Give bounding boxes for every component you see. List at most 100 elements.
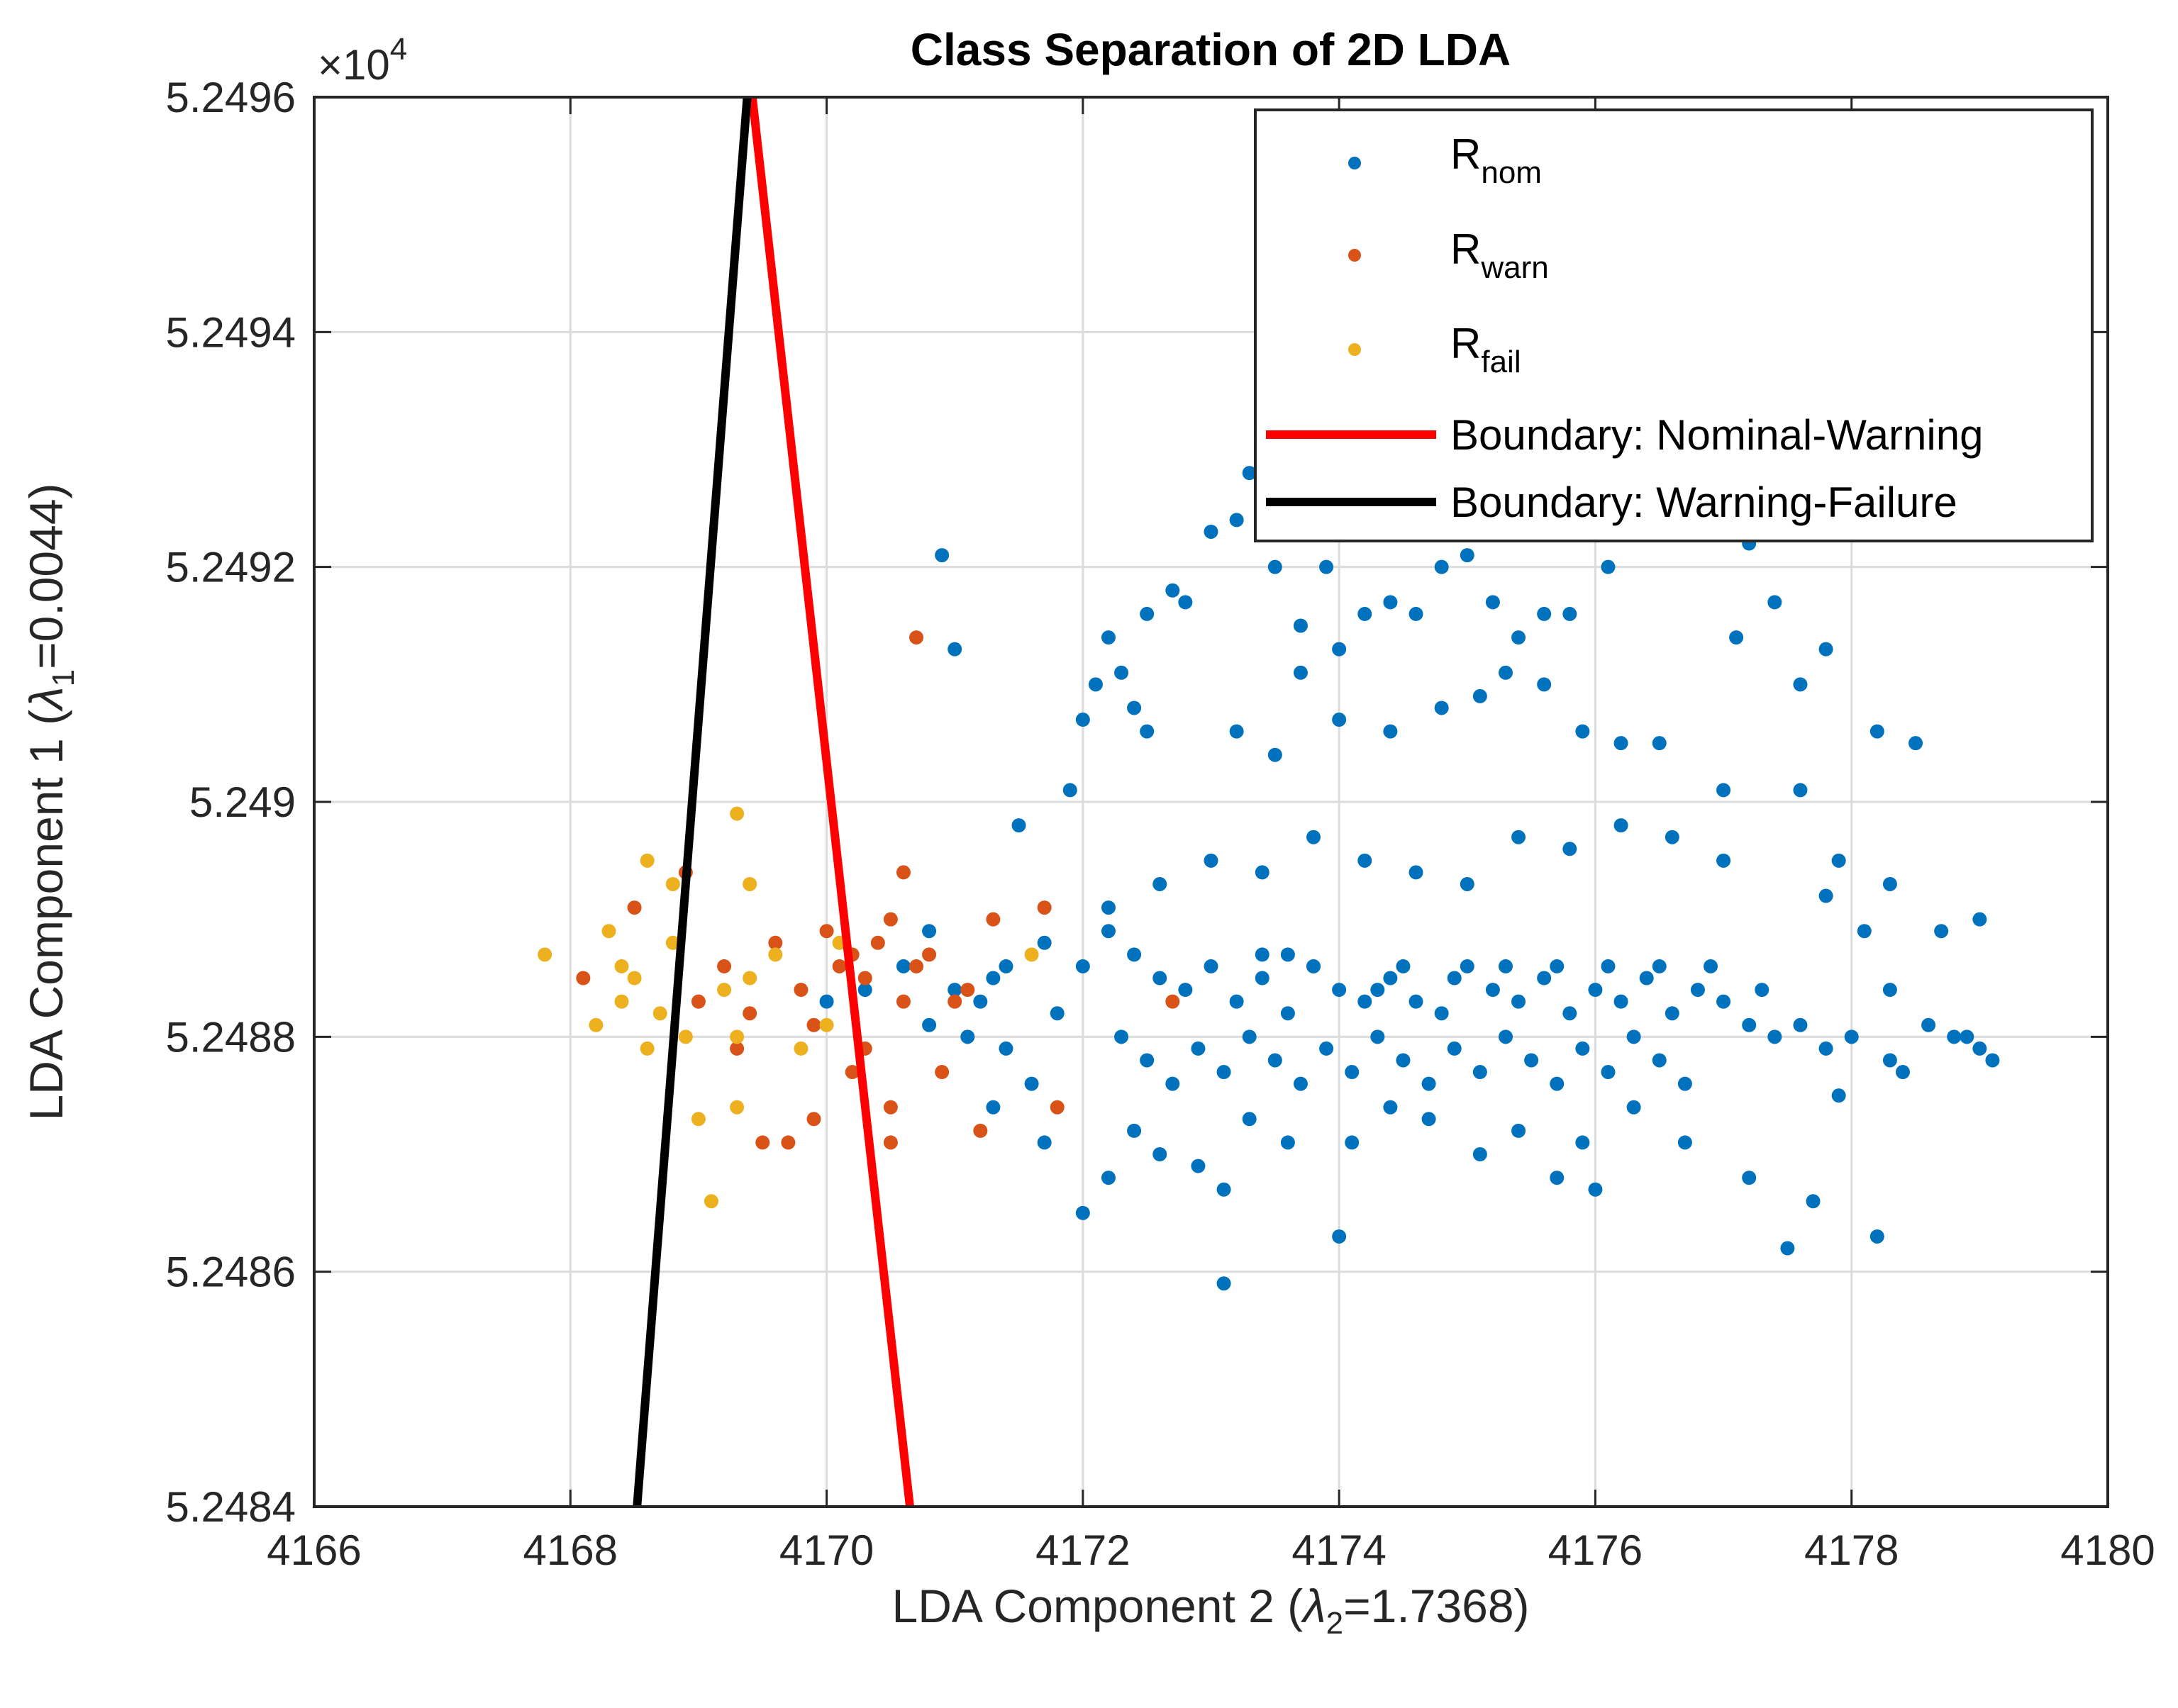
- point-warn: [883, 912, 898, 927]
- point-nom: [1613, 818, 1628, 833]
- point-nom: [1550, 1076, 1565, 1091]
- point-nom: [1345, 1065, 1360, 1080]
- legend-marker-nominal: [1348, 157, 1361, 169]
- point-nom: [1216, 1065, 1231, 1080]
- point-fail: [614, 959, 629, 973]
- point-fail: [640, 853, 655, 868]
- point-nom: [1537, 971, 1552, 986]
- point-nom: [1332, 1229, 1347, 1244]
- point-nom: [896, 959, 911, 973]
- line-boundary-nw: [748, 96, 914, 1507]
- point-fail: [730, 1029, 745, 1044]
- point-nom: [1550, 959, 1565, 973]
- point-nom: [1229, 994, 1244, 1009]
- point-nom: [1704, 959, 1718, 973]
- line-boundary-wf: [633, 96, 752, 1507]
- point-nom: [1460, 959, 1474, 973]
- point-warn: [832, 959, 847, 973]
- point-nom: [1575, 724, 1590, 739]
- point-nom: [1677, 1135, 1692, 1150]
- point-nom: [1204, 524, 1218, 539]
- point-nom: [1421, 1112, 1436, 1127]
- point-fail: [665, 876, 680, 891]
- point-nom: [1396, 1053, 1411, 1068]
- point-nom: [1972, 912, 1987, 927]
- point-warn: [896, 994, 911, 1009]
- point-nom: [960, 1029, 975, 1044]
- point-nom: [1472, 1065, 1487, 1080]
- x-tick-label: 4170: [779, 1526, 874, 1574]
- point-nom: [1639, 971, 1654, 986]
- point-nom: [1434, 1006, 1449, 1021]
- point-nom: [922, 924, 937, 939]
- point-nom: [1178, 983, 1193, 998]
- x-tick-label: 4176: [1548, 1526, 1643, 1574]
- point-warn: [935, 1065, 950, 1080]
- point-nom: [1537, 606, 1552, 621]
- y-multiplier-exp: 4: [390, 32, 407, 67]
- point-nom: [935, 548, 950, 563]
- point-fail: [743, 971, 757, 986]
- point-nom: [1267, 747, 1282, 762]
- point-nom: [1267, 559, 1282, 574]
- point-nom: [1575, 1135, 1590, 1150]
- point-nom: [1934, 924, 1949, 939]
- point-nom: [1216, 1182, 1231, 1197]
- point-warn: [870, 935, 885, 950]
- point-nom: [1140, 724, 1155, 739]
- point-nom: [1472, 688, 1487, 703]
- point-warn: [806, 1112, 821, 1127]
- point-nom: [1062, 783, 1077, 798]
- point-nom: [1229, 724, 1244, 739]
- point-nom: [1882, 983, 1897, 998]
- y-tick-label: 5.249: [189, 778, 296, 826]
- point-nom: [1255, 947, 1269, 962]
- point-nom: [1985, 1053, 2000, 1068]
- point-nom: [1255, 971, 1269, 986]
- point-nom: [1972, 1041, 1987, 1056]
- point-fail: [678, 1029, 693, 1044]
- point-nom: [1255, 865, 1269, 880]
- point-warn: [883, 1135, 898, 1150]
- point-fail: [691, 1112, 706, 1127]
- point-nom: [1460, 876, 1474, 891]
- point-nom: [1562, 1006, 1577, 1021]
- point-nom: [1806, 1194, 1821, 1209]
- point-nom: [1332, 713, 1347, 727]
- point-nom: [1101, 630, 1116, 645]
- legend-label-nominal: Rnom: [1450, 130, 1542, 190]
- point-nom: [1882, 876, 1897, 891]
- point-fail: [601, 924, 616, 939]
- point-fail: [819, 1017, 834, 1032]
- y-tick-label: 5.2484: [165, 1483, 296, 1531]
- point-nom: [1613, 736, 1628, 751]
- point-nom: [1280, 947, 1295, 962]
- point-nom: [1370, 983, 1385, 998]
- point-nom: [1716, 783, 1731, 798]
- point-nom: [1882, 1053, 1897, 1068]
- point-nom: [1626, 1100, 1641, 1115]
- legend-label-failure: Rfail: [1450, 320, 1521, 379]
- point-nom: [1332, 983, 1347, 998]
- point-nom: [1383, 724, 1398, 739]
- axis-ticks: 4166 4168 4170 4172 4174 4176 4178 4180 5.2484 5.…: [165, 74, 2155, 1574]
- point-fail: [652, 1006, 667, 1021]
- chart-title: Class Separation of 2D LDA: [911, 24, 1511, 75]
- point-warn: [973, 1123, 988, 1138]
- point-nom: [1165, 583, 1180, 598]
- point-warn: [896, 865, 911, 880]
- point-nom: [1780, 1241, 1795, 1256]
- legend-marker-warning: [1348, 249, 1361, 262]
- point-nom: [1947, 1029, 1962, 1044]
- point-nom: [857, 983, 872, 998]
- point-nom: [1421, 1076, 1436, 1091]
- point-nom: [1409, 994, 1423, 1009]
- point-fail: [589, 1017, 604, 1032]
- point-warn: [743, 1006, 757, 1021]
- point-nom: [1370, 1029, 1385, 1044]
- point-warn: [845, 1065, 860, 1080]
- point-nom: [1409, 606, 1423, 621]
- y-tick-label: 5.2486: [165, 1249, 296, 1296]
- point-warn: [948, 994, 962, 1009]
- point-warn: [1050, 1100, 1065, 1115]
